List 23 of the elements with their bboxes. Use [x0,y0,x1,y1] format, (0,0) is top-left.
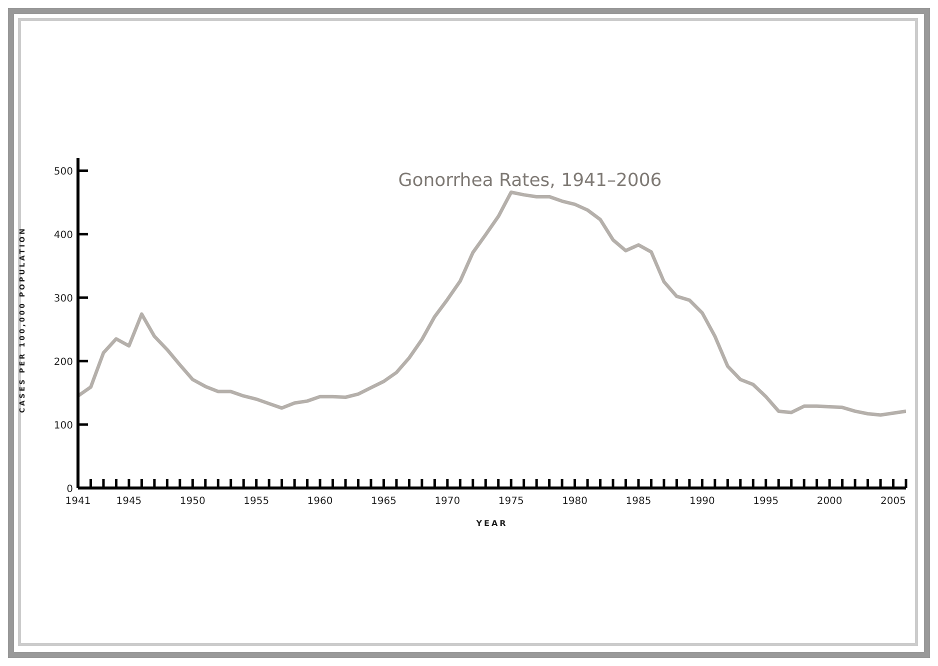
y-tick-label: 400 [54,230,73,242]
x-tick-label: 1970 [434,496,460,507]
x-tick-label: 1955 [244,496,270,507]
x-tick-label: 1965 [370,496,396,507]
x-tick-label: 1995 [753,496,779,507]
line-series [78,190,906,417]
x-tick-label: 1975 [498,496,524,507]
x-tick-label: 1990 [689,496,715,507]
x-tick-label: 1985 [626,496,652,507]
y-tick-label: 300 [54,294,73,305]
x-axis-title: YEAR [475,519,508,528]
x-tick-label: 1980 [562,496,588,507]
y-tick-label: 0 [66,484,73,495]
y-tick-label: 200 [54,357,73,368]
x-tick-label: 1950 [180,496,206,507]
x-tick-label: 2005 [880,496,906,507]
y-tick-label: 500 [54,166,73,178]
text: Gonorrhea Rates, 1941–2006 [398,170,662,191]
y-tick-label: 100 [54,420,73,432]
x-tick-label: 1960 [307,496,333,507]
x-tick-label: 1945 [116,496,142,507]
x-tick-label: 2000 [816,496,842,507]
x-tick-label: 1941 [65,496,91,507]
